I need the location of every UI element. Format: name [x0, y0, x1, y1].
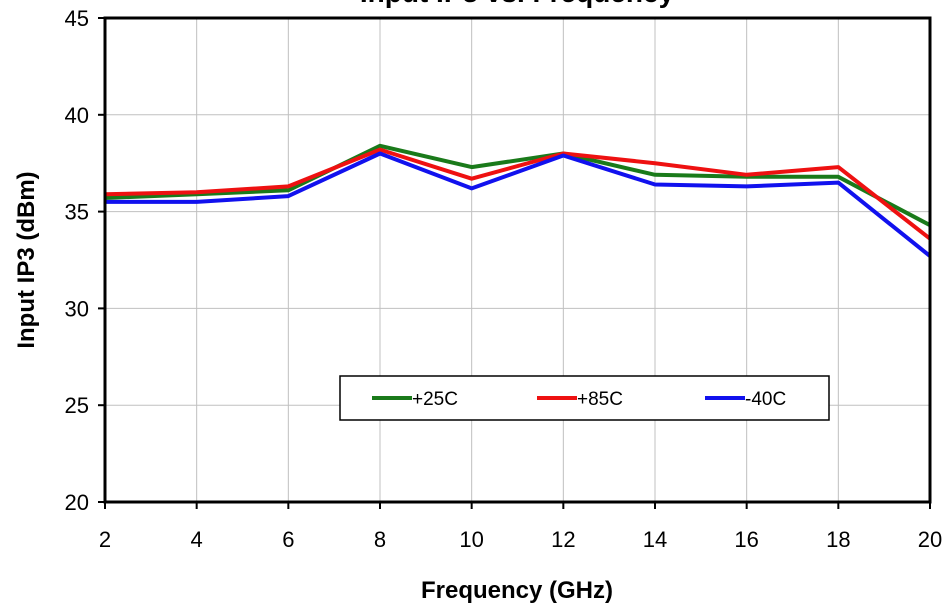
legend-box — [339, 375, 830, 421]
x-tick-label: 16 — [734, 527, 758, 552]
x-tick-label: 10 — [459, 527, 483, 552]
chart-title: Input IP3 vs. Frequency — [360, 0, 675, 8]
x-tick-label: 6 — [282, 527, 294, 552]
series-line-1 — [104, 147, 932, 241]
series-lines — [104, 143, 932, 258]
y-axis-title: Input IP3 (dBm) — [13, 171, 40, 348]
x-axis-title: Frequency (GHz) — [421, 577, 613, 604]
axis-ticks — [98, 17, 931, 509]
y-tick-label: 25 — [65, 393, 89, 418]
x-tick-label: 8 — [374, 527, 386, 552]
series-line-0 — [104, 143, 931, 227]
legend-label-1: +85C — [577, 389, 623, 410]
legend-label-0: +25C — [412, 389, 458, 410]
plot-frame — [103, 16, 932, 504]
x-tick-label: 2 — [99, 527, 111, 552]
y-tick-label: 35 — [65, 200, 89, 225]
series-line-2 — [105, 151, 932, 258]
x-tick-label: 4 — [191, 527, 203, 552]
y-tick-label: 45 — [65, 6, 89, 31]
x-tick-label: 18 — [826, 527, 850, 552]
y-tick-label: 40 — [65, 103, 89, 128]
y-tick-label: 30 — [65, 296, 89, 321]
legend-label-2: -40C — [745, 389, 786, 410]
gridlines — [105, 18, 930, 502]
y-tick-label: 20 — [65, 490, 89, 515]
y-tick-labels: 20 25 30 35 40 45 — [65, 6, 89, 515]
x-tick-labels: 2 4 6 8 10 12 14 16 18 20 — [99, 527, 942, 552]
legend: +25C +85C -40C — [339, 375, 830, 421]
x-tick-label: 12 — [551, 527, 575, 552]
x-tick-label: 20 — [918, 527, 942, 552]
x-tick-label: 14 — [643, 527, 667, 552]
